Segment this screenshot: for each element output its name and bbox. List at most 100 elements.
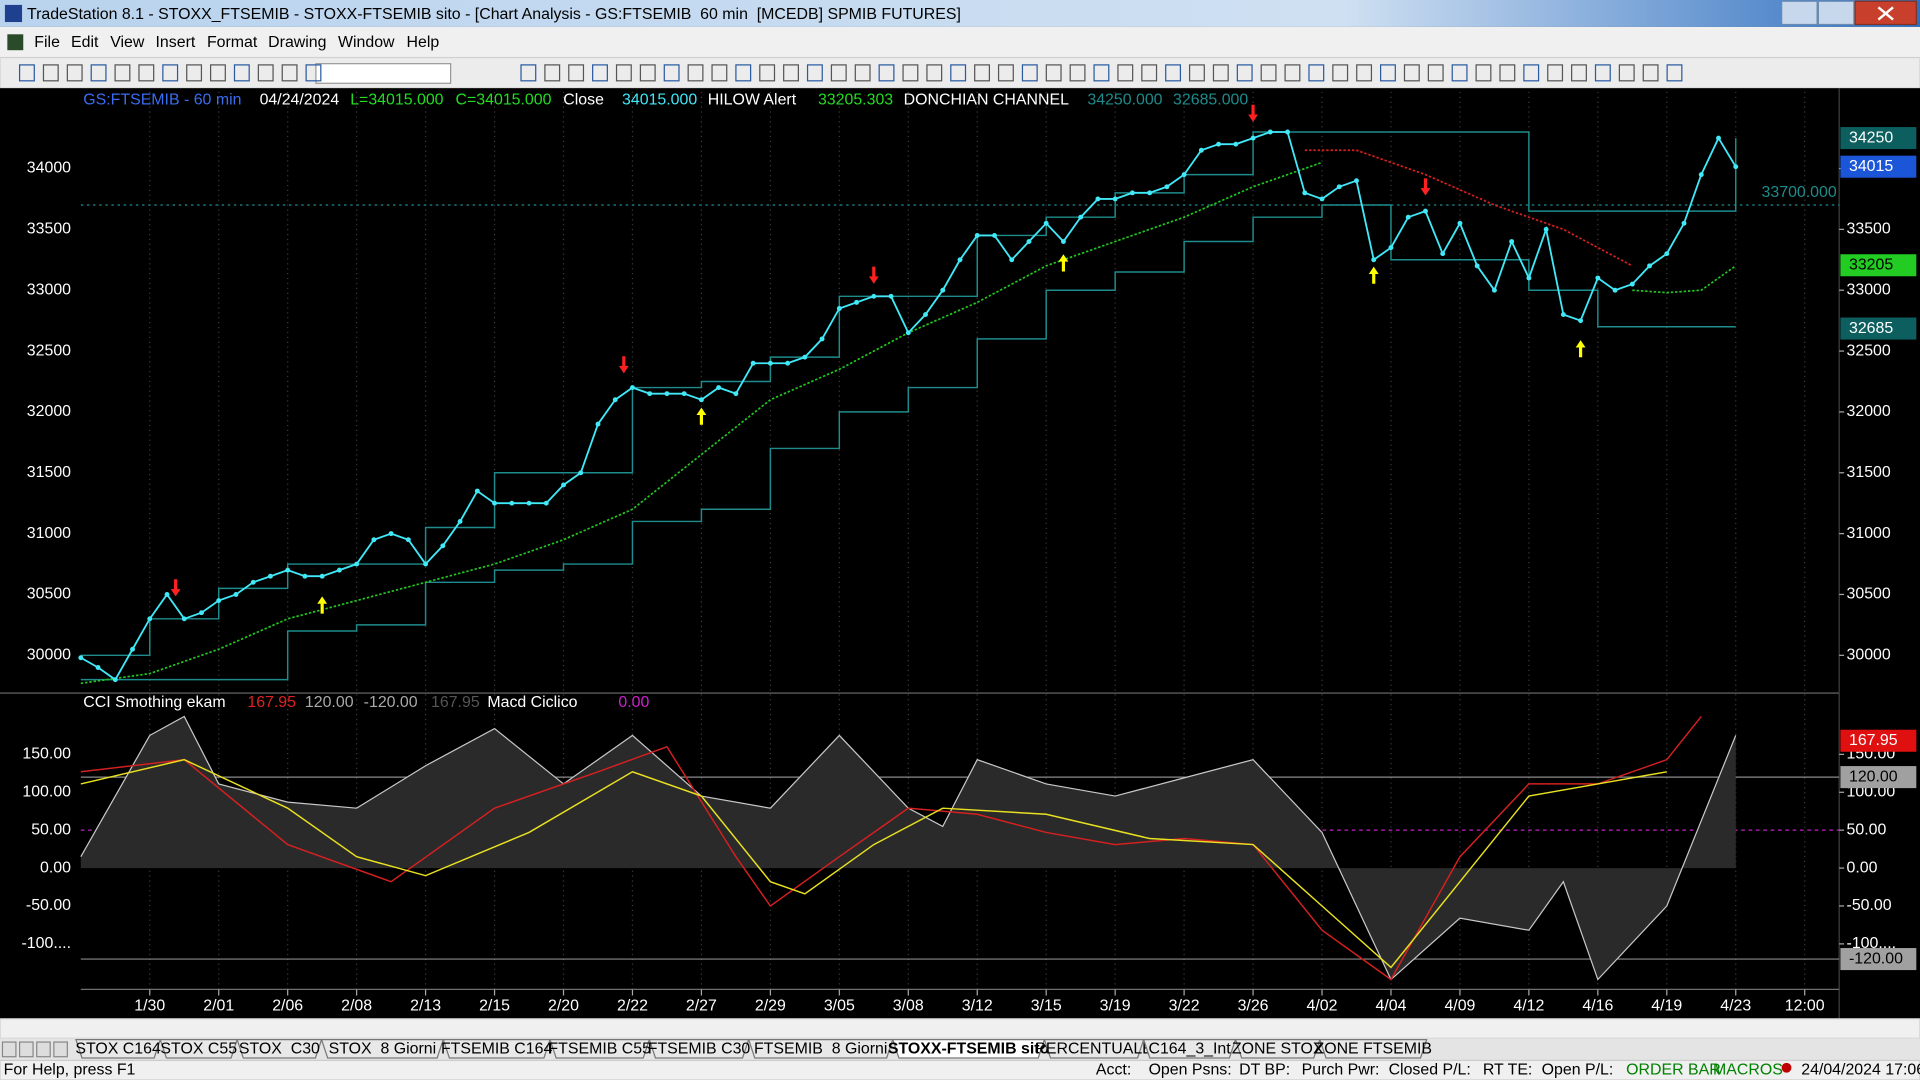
tool-icon[interactable] — [162, 64, 179, 82]
tool-icon[interactable] — [42, 64, 59, 82]
tab-scroll[interactable] — [36, 1041, 51, 1058]
tab-scroll[interactable] — [1, 1041, 17, 1058]
tool-icon[interactable] — [1332, 64, 1349, 82]
tab[interactable] — [1043, 1038, 1145, 1059]
tab[interactable] — [320, 1038, 445, 1059]
tool-icon[interactable] — [1499, 64, 1516, 82]
tool-icon[interactable] — [1547, 64, 1564, 82]
tool-icon[interactable] — [639, 64, 656, 82]
menu-item[interactable]: File — [34, 34, 60, 51]
tab[interactable] — [747, 1038, 894, 1059]
tool-icon[interactable] — [1427, 64, 1444, 82]
tool-icon[interactable] — [830, 64, 847, 82]
tool-icon[interactable] — [592, 64, 608, 82]
tool-icon[interactable] — [1523, 64, 1540, 82]
tab-scroll[interactable] — [53, 1041, 68, 1058]
menu-item[interactable]: Drawing — [268, 34, 326, 51]
tool-icon[interactable] — [1069, 64, 1086, 82]
status-macros[interactable]: MACROS — [1713, 1061, 1783, 1078]
tool-icon[interactable] — [950, 64, 967, 82]
maximize-button[interactable] — [1817, 0, 1855, 26]
tool-icon[interactable] — [210, 64, 226, 82]
menu-item[interactable]: Insert — [156, 34, 196, 51]
tab[interactable] — [1142, 1038, 1237, 1059]
tool-icon[interactable] — [615, 64, 632, 82]
tool-icon[interactable] — [974, 64, 990, 82]
tool-icon[interactable] — [138, 64, 155, 82]
tab[interactable] — [648, 1038, 750, 1059]
tool-icon[interactable] — [735, 64, 752, 82]
tool-icon[interactable] — [711, 64, 728, 82]
tool-icon[interactable] — [687, 64, 704, 82]
price-point — [1405, 214, 1411, 220]
status-bar — [0, 1059, 1920, 1080]
scrollbar[interactable] — [0, 1018, 1920, 1039]
tool-icon[interactable] — [997, 64, 1014, 82]
tab[interactable] — [75, 1038, 162, 1059]
tool-icon[interactable] — [1594, 64, 1611, 82]
tool-icon[interactable] — [1045, 64, 1062, 82]
tool-icon[interactable] — [1260, 64, 1277, 82]
tool-icon[interactable] — [1188, 64, 1205, 82]
tab[interactable] — [442, 1038, 551, 1059]
tool-icon[interactable] — [759, 64, 776, 82]
tool-icon[interactable] — [520, 64, 537, 82]
tool-icon[interactable] — [18, 64, 35, 82]
tool-icon[interactable] — [114, 64, 131, 82]
status-order-bar[interactable]: ORDER BAR — [1626, 1061, 1721, 1078]
tool-icon[interactable] — [233, 64, 250, 82]
tab[interactable] — [1234, 1038, 1321, 1059]
tool-icon[interactable] — [878, 64, 895, 82]
tool-icon[interactable] — [663, 64, 680, 82]
tab[interactable] — [891, 1038, 1046, 1059]
tab[interactable] — [549, 1038, 651, 1059]
symbol-combo[interactable] — [315, 63, 452, 84]
tool-icon[interactable] — [902, 64, 919, 82]
tool-icon[interactable] — [1284, 64, 1301, 82]
tool-icon[interactable] — [1356, 64, 1373, 82]
tab[interactable] — [236, 1038, 323, 1059]
tool-icon[interactable] — [66, 64, 83, 82]
tool-icon[interactable] — [1093, 64, 1110, 82]
tab[interactable] — [1319, 1038, 1428, 1059]
price-point — [1440, 251, 1446, 257]
tool-icon[interactable] — [90, 64, 107, 82]
price-point — [681, 391, 687, 397]
tool-icon[interactable] — [1451, 64, 1468, 82]
tool-icon[interactable] — [1236, 64, 1253, 82]
tool-icon[interactable] — [1308, 64, 1325, 82]
tool-icon[interactable] — [568, 64, 585, 82]
tool-icon[interactable] — [1212, 64, 1229, 82]
tool-icon[interactable] — [257, 64, 274, 82]
tool-icon[interactable] — [1475, 64, 1492, 82]
tool-icon[interactable] — [544, 64, 561, 82]
tool-icon[interactable] — [1165, 64, 1182, 82]
tool-icon[interactable] — [1571, 64, 1587, 82]
tool-icon[interactable] — [926, 64, 943, 82]
tool-icon[interactable] — [281, 64, 298, 82]
tool-icon[interactable] — [1117, 64, 1134, 82]
moving-average — [1304, 149, 1633, 267]
tool-icon[interactable] — [1141, 64, 1158, 82]
menu-item[interactable]: Help — [407, 34, 440, 51]
minimize-button[interactable] — [1781, 0, 1818, 26]
tool-icon[interactable] — [1666, 64, 1683, 82]
menu-item[interactable]: View — [110, 34, 145, 51]
tab[interactable] — [159, 1038, 239, 1059]
menu-item[interactable]: Edit — [71, 34, 99, 51]
price-point — [457, 519, 463, 524]
tool-icon[interactable] — [854, 64, 871, 82]
tool-icon[interactable] — [1021, 64, 1038, 82]
menu-item[interactable]: Window — [338, 34, 395, 51]
tool-icon[interactable] — [1403, 64, 1420, 82]
tool-icon[interactable] — [783, 64, 799, 82]
tool-icon[interactable] — [1618, 64, 1635, 82]
tool-icon[interactable] — [1642, 64, 1659, 82]
tab-scroll[interactable] — [18, 1041, 34, 1058]
tool-icon[interactable] — [186, 64, 203, 82]
menu-item[interactable]: Format — [207, 34, 258, 51]
tool-icon[interactable] — [806, 64, 823, 82]
tool-icon[interactable] — [1380, 64, 1396, 82]
sell-arrow — [618, 356, 629, 374]
tool-icon[interactable] — [305, 64, 322, 82]
